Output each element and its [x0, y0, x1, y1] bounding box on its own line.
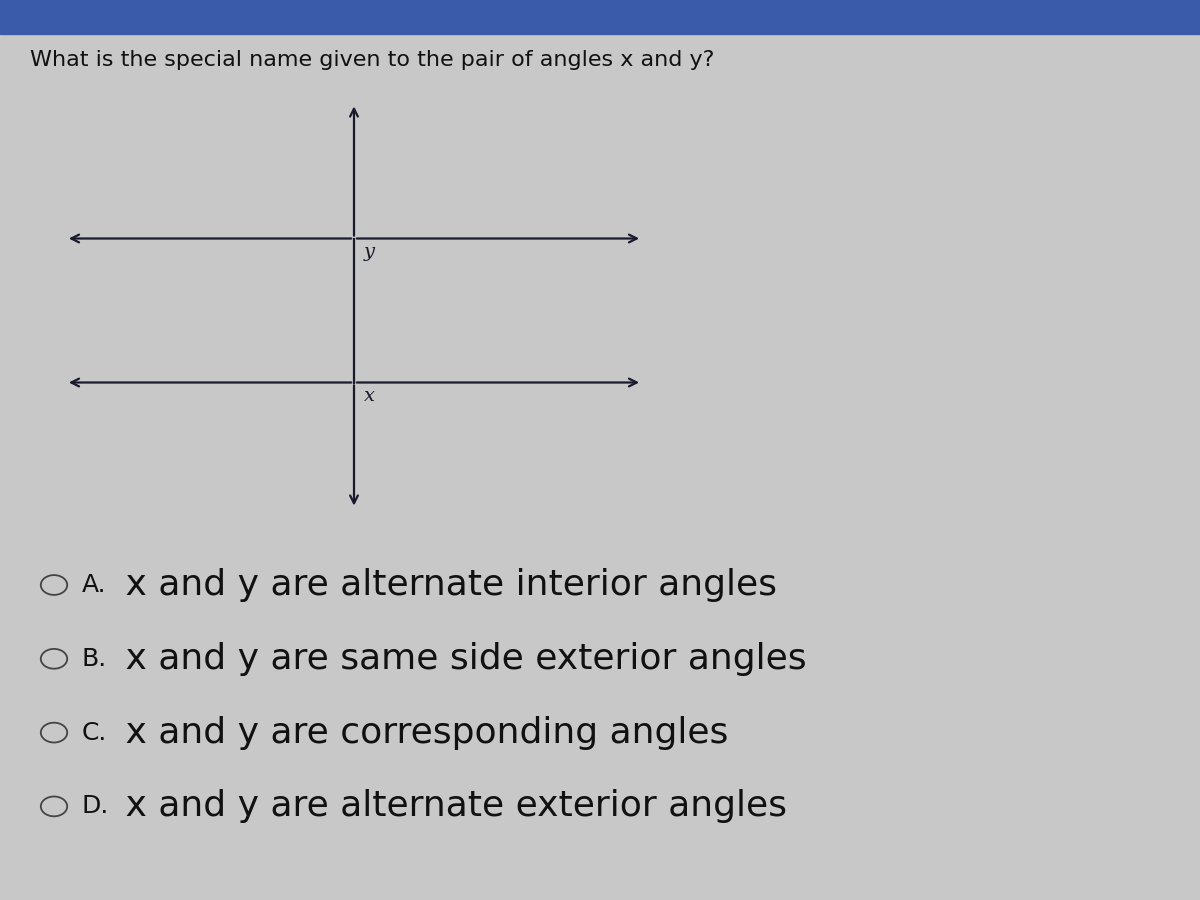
Text: D.: D. — [82, 795, 109, 818]
Text: C.: C. — [82, 721, 107, 744]
Text: x and y are corresponding angles: x and y are corresponding angles — [114, 716, 728, 750]
Text: x: x — [364, 387, 374, 405]
Text: y: y — [364, 243, 374, 261]
Bar — [0, 0, 1200, 34]
Text: What is the special name given to the pair of angles x and y?: What is the special name given to the pa… — [30, 50, 714, 69]
Text: x and y are alternate interior angles: x and y are alternate interior angles — [114, 568, 778, 602]
Text: A.: A. — [82, 573, 107, 597]
Text: B.: B. — [82, 647, 107, 670]
Text: x and y are same side exterior angles: x and y are same side exterior angles — [114, 642, 806, 676]
Text: x and y are alternate exterior angles: x and y are alternate exterior angles — [114, 789, 787, 824]
